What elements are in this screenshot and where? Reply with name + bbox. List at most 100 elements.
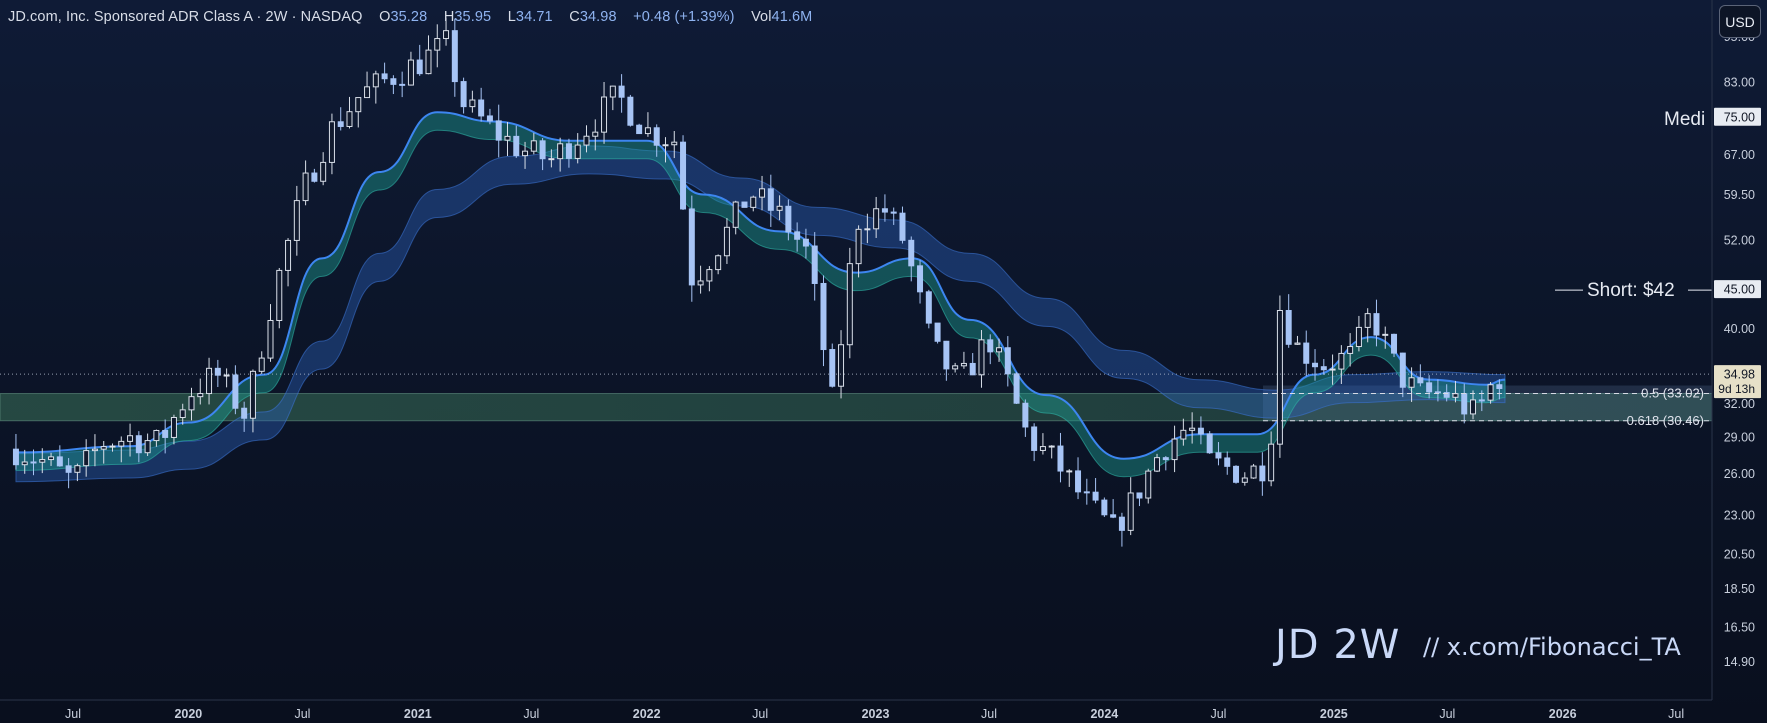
candle-body [1364, 313, 1371, 328]
candle-body [355, 97, 362, 113]
candle-body [399, 83, 406, 86]
candle-body [811, 245, 818, 284]
change-value: +0.48 (+1.39%) [633, 9, 735, 25]
volume-label: Vol [751, 9, 772, 25]
candle-body [1031, 426, 1038, 451]
close-label: C [569, 9, 580, 25]
candle-body [671, 141, 678, 146]
candle-body [1154, 457, 1161, 472]
candle-body [109, 445, 116, 448]
time-tick-label: Jul [294, 707, 310, 721]
time-tick-label: 2023 [862, 707, 890, 721]
candle-body [627, 96, 634, 126]
candle-body [917, 265, 924, 293]
candle-body [601, 96, 608, 133]
candle-body [1022, 402, 1029, 428]
candle-body [1013, 373, 1020, 404]
candle-body [1048, 445, 1055, 448]
candle-body [539, 140, 546, 160]
candle-body [838, 344, 845, 387]
candle-body [293, 200, 300, 241]
candle-body [952, 365, 959, 370]
candle-body [1338, 352, 1345, 370]
time-tick-label: Jul [1439, 707, 1455, 721]
candle-body [1285, 310, 1292, 345]
candle-body [969, 362, 976, 376]
candle-body [1145, 470, 1152, 499]
price-tick-label: 26.00 [1724, 467, 1755, 481]
candle-body [1417, 377, 1424, 384]
candle-body [530, 140, 537, 152]
candle-body [1434, 391, 1441, 394]
low-label: L [507, 9, 516, 25]
candle-body [302, 172, 309, 202]
candle-body [732, 201, 739, 228]
candle-body [1083, 491, 1090, 494]
candle-body [267, 319, 274, 359]
candle-body [1382, 333, 1389, 336]
time-tick-label: Jul [981, 707, 997, 721]
time-tick-label: Jul [523, 707, 539, 721]
candle-body [820, 282, 827, 351]
candle-body [416, 59, 423, 75]
candle-body [583, 135, 590, 146]
candle-body [873, 208, 880, 230]
candle-body [170, 416, 177, 438]
high-value: 35.95 [454, 9, 492, 25]
candle-body [162, 429, 169, 438]
candle-body [750, 196, 757, 208]
candle-body [118, 440, 125, 447]
target-badge-label: 75.00 [1724, 110, 1755, 124]
watermark-handle: // x.com/Fibonacci_TA [1423, 633, 1681, 661]
candle-body [960, 362, 967, 367]
medium-target-label: Medi [1664, 109, 1706, 130]
candle-body [460, 81, 467, 108]
candle-body [1478, 399, 1485, 402]
price-tick-label: 40.00 [1724, 322, 1755, 336]
fib-level-label: 0.618 (30.46) [1627, 413, 1704, 428]
candle-body [759, 188, 766, 198]
candle-body [56, 456, 63, 467]
candle-body [1162, 457, 1169, 461]
candle-body [495, 120, 502, 141]
candle-body [688, 208, 695, 286]
candle-body [1399, 352, 1406, 388]
price-tick-label: 83.00 [1724, 76, 1755, 90]
candle-body [197, 393, 204, 398]
candle-body [83, 450, 90, 467]
candle-body [1426, 382, 1433, 393]
price-tick-label: 52.00 [1724, 233, 1755, 247]
candle-body [1224, 457, 1231, 467]
candle-body [1303, 342, 1310, 364]
candle-body [881, 208, 888, 213]
candle-body [1215, 452, 1222, 459]
candle-body [1118, 516, 1125, 531]
time-tick-label: Jul [1668, 707, 1684, 721]
candle-body [1443, 392, 1450, 398]
candle-body [1004, 347, 1011, 375]
candle-body [285, 239, 292, 271]
candle-body [908, 239, 915, 267]
price-tick-label: 14.90 [1724, 655, 1755, 669]
candle-body [925, 291, 932, 324]
short-target-label: Short: $42 [1587, 280, 1675, 301]
candle-body [337, 121, 344, 127]
candle-body [1250, 465, 1257, 479]
candle-body [188, 396, 195, 411]
candle-body [1039, 446, 1046, 451]
price-tick-label: 18.50 [1724, 582, 1755, 596]
candle-body [258, 357, 265, 372]
candle-body [1110, 514, 1117, 518]
target-badge [1714, 107, 1761, 126]
candle-body [574, 144, 581, 159]
low-value: 34.71 [515, 9, 553, 25]
candle-body [548, 158, 555, 161]
currency-button[interactable]: USD [1719, 5, 1761, 38]
candle-body [776, 205, 783, 211]
candle-body [609, 85, 616, 98]
time-tick-label: 2020 [174, 707, 202, 721]
fib-level-label: 0.5 (33.02) [1641, 386, 1704, 401]
candle-body [943, 340, 950, 370]
